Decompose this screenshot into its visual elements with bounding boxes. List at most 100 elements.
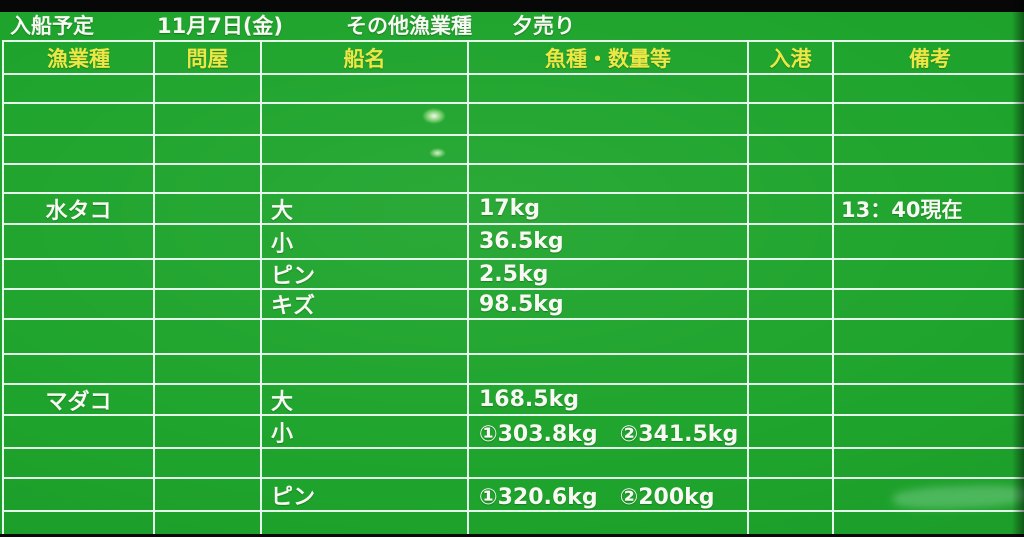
table-cell-r5-c5 (749, 194, 834, 225)
table-cell-r1-c5 (749, 75, 834, 104)
table-cell-r3-c2 (155, 136, 262, 165)
table-cell-r7-c2 (155, 260, 262, 290)
table-cell-r15-c5 (749, 512, 834, 536)
table-cell-r15-c4 (469, 512, 749, 536)
table-cell-r9-c4 (469, 320, 749, 355)
table-cell-r11-c2 (155, 385, 262, 416)
table-cell-r2-c5 (749, 104, 834, 136)
table-cell-r7-c1 (4, 260, 155, 290)
table-cell-r10-c5 (749, 355, 834, 385)
table-cell-r6-c6 (834, 225, 1024, 260)
table-cell-r1-c2 (155, 75, 262, 104)
table-cell-r14-c4: ①320.6kg ②200kg (469, 479, 749, 512)
table-cell-r8-c6 (834, 290, 1024, 320)
column-header-species-quantity: 魚種・数量等 (469, 42, 749, 75)
table-cell-r1-c1 (4, 75, 155, 104)
table-cell-r5-c4: 17kg (469, 194, 749, 225)
column-header-remarks: 備考 (834, 42, 1024, 75)
table-cell-r8-c2 (155, 290, 262, 320)
title-bar: 入船予定 11月7日(金) その他漁業種 夕売り (0, 12, 1024, 40)
table-cell-r3-c4 (469, 136, 749, 165)
table-cell-r12-c4: ①303.8kg ②341.5kg (469, 416, 749, 449)
table-cell-r12-c6 (834, 416, 1024, 449)
table-cell-r4-c6 (834, 165, 1024, 194)
fishery-category-label: その他漁業種 (346, 14, 472, 38)
table-cell-r15-c2 (155, 512, 262, 536)
table-cell-r10-c6 (834, 355, 1024, 385)
table-cell-r2-c4 (469, 104, 749, 136)
table-cell-r1-c3 (262, 75, 469, 104)
table-cell-r2-c1 (4, 104, 155, 136)
table-cell-r15-c3 (262, 512, 469, 536)
table-cell-r6-c1 (4, 225, 155, 260)
table-cell-r13-c4 (469, 449, 749, 479)
table-cell-r15-c1 (4, 512, 155, 536)
schedule-title: 入船予定 (10, 14, 94, 38)
table-cell-r4-c3 (262, 165, 469, 194)
table-cell-r7-c5 (749, 260, 834, 290)
table-cell-r13-c6 (834, 449, 1024, 479)
schedule-date: 11月7日(金) (157, 14, 284, 38)
table-cell-r5-c6: 13：40現在 (834, 194, 1024, 225)
table-cell-r9-c6 (834, 320, 1024, 355)
table-cell-r4-c2 (155, 165, 262, 194)
table-cell-r11-c1: マダコ (4, 385, 155, 416)
table-cell-r6-c2 (155, 225, 262, 260)
table-cell-r6-c5 (749, 225, 834, 260)
sale-session-label: 夕売り (512, 14, 575, 38)
table-cell-r12-c2 (155, 416, 262, 449)
screen-bezel-top (0, 0, 1024, 12)
table-cell-r10-c2 (155, 355, 262, 385)
table-cell-r9-c5 (749, 320, 834, 355)
table-cell-r7-c6 (834, 260, 1024, 290)
table-cell-r4-c4 (469, 165, 749, 194)
table-cell-r6-c3: 小 (262, 225, 469, 260)
table-cell-r1-c6 (834, 75, 1024, 104)
table-cell-r14-c5 (749, 479, 834, 512)
table-cell-r3-c3 (262, 136, 469, 165)
table-cell-r11-c6 (834, 385, 1024, 416)
table-cell-r13-c2 (155, 449, 262, 479)
table-cell-r8-c1 (4, 290, 155, 320)
table-cell-r5-c3: 大 (262, 194, 469, 225)
table-cell-r5-c1: 水タコ (4, 194, 155, 225)
table-cell-r13-c3 (262, 449, 469, 479)
table-cell-r11-c5 (749, 385, 834, 416)
table-cell-r4-c1 (4, 165, 155, 194)
table-cell-r9-c2 (155, 320, 262, 355)
table-cell-r12-c3: 小 (262, 416, 469, 449)
table-cell-r11-c3: 大 (262, 385, 469, 416)
table-cell-r6-c4: 36.5kg (469, 225, 749, 260)
table-cell-r12-c1 (4, 416, 155, 449)
table-cell-r9-c3 (262, 320, 469, 355)
table-cell-r14-c2 (155, 479, 262, 512)
table-cell-r10-c3 (262, 355, 469, 385)
table-cell-r11-c4: 168.5kg (469, 385, 749, 416)
table-cell-r7-c4: 2.5kg (469, 260, 749, 290)
table-cell-r9-c1 (4, 320, 155, 355)
table-cell-r10-c4 (469, 355, 749, 385)
table-cell-r13-c1 (4, 449, 155, 479)
table-cell-r14-c1 (4, 479, 155, 512)
table-cell-r3-c1 (4, 136, 155, 165)
table-cell-r13-c5 (749, 449, 834, 479)
table-cell-r2-c3 (262, 104, 469, 136)
table-cell-r5-c2 (155, 194, 262, 225)
table-cell-r8-c5 (749, 290, 834, 320)
table-cell-r8-c4: 98.5kg (469, 290, 749, 320)
table-cell-r15-c6 (834, 512, 1024, 536)
table-cell-r7-c3: ピン (262, 260, 469, 290)
column-header-fishery-type: 漁業種 (4, 42, 155, 75)
arrival-schedule-table: 漁業種 問屋 船名 魚種・数量等 入港 備考 水タコ大 17kg 13：40現在小 3… (2, 40, 1024, 536)
table-cell-r1-c4 (469, 75, 749, 104)
table-cell-r3-c5 (749, 136, 834, 165)
table-cell-r14-c6 (834, 479, 1024, 512)
table-cell-r2-c6 (834, 104, 1024, 136)
table-cell-r2-c2 (155, 104, 262, 136)
column-header-port-entry: 入港 (749, 42, 834, 75)
table-cell-r14-c3: ピン (262, 479, 469, 512)
screen-bezel-bottom (0, 534, 1024, 537)
table-cell-r3-c6 (834, 136, 1024, 165)
table-cell-r10-c1 (4, 355, 155, 385)
